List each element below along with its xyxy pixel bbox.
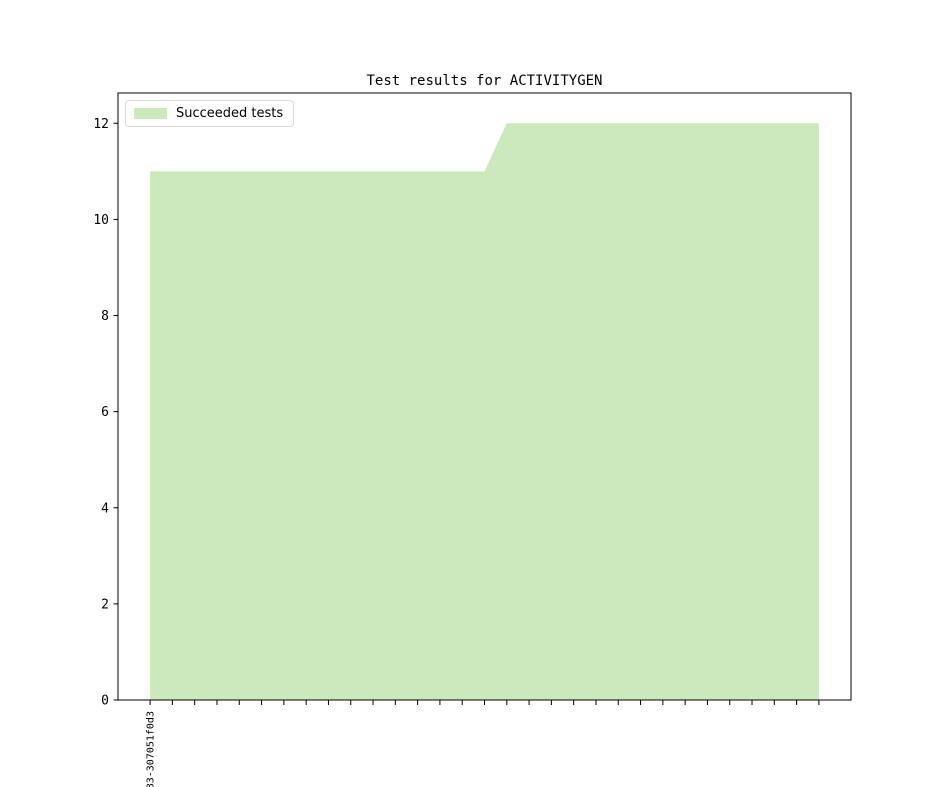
y-tick-label: 8	[101, 309, 109, 324]
y-tick-label: 2	[101, 597, 109, 612]
legend-label-succeeded-tests: Succeeded tests	[176, 106, 284, 121]
legend: Succeeded tests	[125, 100, 295, 127]
y-tick-label: 6	[101, 405, 109, 420]
y-tick-label: 4	[101, 501, 109, 516]
legend-swatch-succeeded-tests	[134, 108, 167, 119]
y-tick-label: 0	[101, 694, 109, 709]
chart-title: Test results for ACTIVITYGEN	[366, 73, 603, 89]
succeeded-tests-area	[150, 123, 819, 701]
x-tick-label: 83-307051f0d3	[146, 711, 157, 787]
y-tick-label: 12	[93, 117, 109, 132]
y-tick-label: 10	[93, 213, 109, 228]
